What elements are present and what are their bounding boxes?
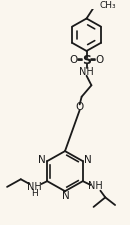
Text: N: N [62, 191, 70, 201]
Text: N: N [38, 155, 46, 165]
Text: N: N [84, 155, 92, 165]
Text: H: H [31, 189, 38, 198]
Text: O: O [70, 56, 78, 65]
Text: S: S [82, 54, 91, 67]
Text: O: O [76, 102, 84, 112]
Text: NH: NH [79, 67, 94, 77]
Text: NH: NH [27, 182, 42, 192]
Text: CH₃: CH₃ [99, 1, 116, 10]
Text: O: O [95, 56, 103, 65]
Text: NH: NH [88, 181, 103, 191]
